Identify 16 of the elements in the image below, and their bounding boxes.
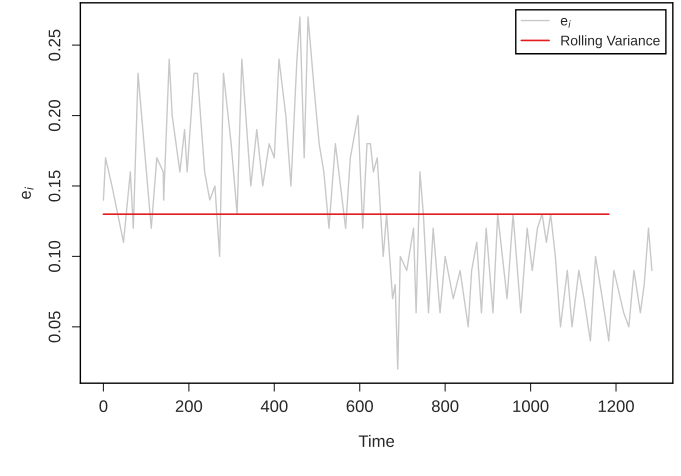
x-tick-label: 0 <box>99 400 108 412</box>
x-tick-label: 1200 <box>598 400 634 412</box>
y-tick-label: 0.05 <box>48 311 60 342</box>
y-tick-label: 0.15 <box>48 170 60 202</box>
legend-label: e$_{i}$ <box>560 18 571 28</box>
x-axis-title: Time <box>358 434 394 448</box>
x-tick-label: 200 <box>176 400 202 412</box>
y-tick-label: 0.10 <box>48 240 60 272</box>
x-tick-label: 1000 <box>513 400 548 412</box>
legend-label: Rolling Variance <box>561 35 660 48</box>
x-tick-label: 400 <box>260 400 288 412</box>
y-tick-label: 0.20 <box>48 100 60 132</box>
y-tick-label: 0.25 <box>48 30 60 61</box>
y-axis-title: e$_{i}$ <box>22 186 34 199</box>
x-tick-label: 800 <box>432 400 458 412</box>
x-tick-label: 600 <box>346 400 373 412</box>
